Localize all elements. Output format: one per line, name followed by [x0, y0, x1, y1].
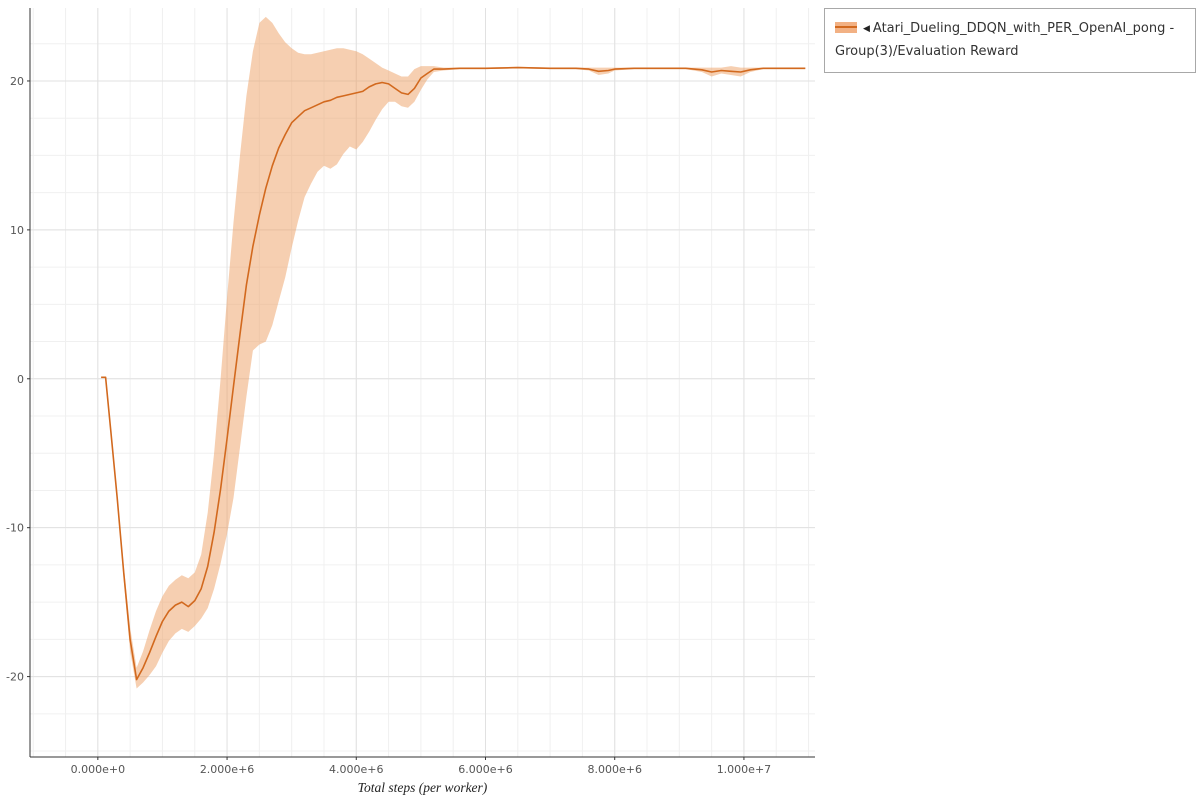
- series-swatch-icon: [835, 22, 857, 33]
- legend[interactable]: ◀ Atari_Dueling_DDQN_with_PER_OpenAI_pong…: [824, 8, 1196, 73]
- legend-collapse-icon[interactable]: ◀: [863, 24, 870, 34]
- series-label: Atari_Dueling_DDQN_with_PER_OpenAI_pong …: [835, 21, 1175, 60]
- x-tick-label: 2.000e+6: [200, 763, 254, 776]
- chart-canvas[interactable]: 0.000e+0 2.000e+6 4.000e+6 6.000e+6 8.000e+6…: [0, 0, 820, 800]
- series-line: [101, 66, 806, 681]
- x-tick-label: 8.000e+6: [587, 763, 641, 776]
- y-tick-label: 20: [10, 75, 24, 88]
- y-tick-label: -20: [6, 671, 24, 684]
- x-axis-title: Total steps (per worker): [358, 780, 488, 795]
- x-tick-label: 4.000e+6: [329, 763, 383, 776]
- x-tick-label: 0.000e+0: [71, 763, 125, 776]
- y-tick-label: 0: [17, 373, 24, 386]
- reward-chart[interactable]: 0.000e+0 2.000e+6 4.000e+6 6.000e+6 8.000e+6…: [0, 0, 820, 800]
- x-tick-label: 1.000e+7: [717, 763, 771, 776]
- confidence-band: [101, 16, 806, 689]
- x-tick-label: 6.000e+6: [458, 763, 512, 776]
- y-tick-label: -10: [6, 522, 24, 535]
- y-tick-label: 10: [10, 224, 24, 237]
- series-swatch-line: [835, 26, 857, 28]
